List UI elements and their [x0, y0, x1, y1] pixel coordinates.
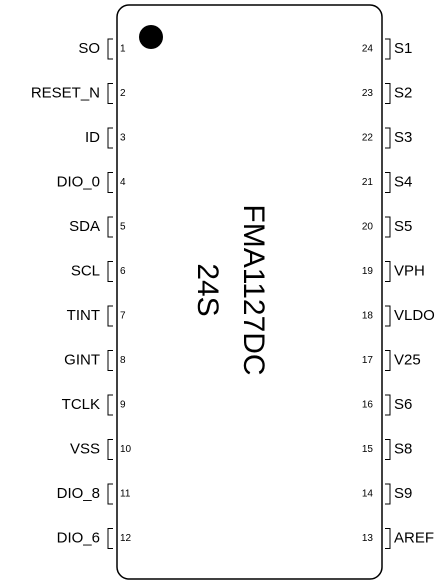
pin-number: 19	[362, 266, 374, 277]
pin-number: 15	[362, 444, 374, 455]
pin-label: S5	[394, 218, 412, 235]
pin-label: S1	[394, 40, 412, 57]
pin-bracket	[385, 38, 391, 60]
pin-label: S6	[394, 396, 412, 413]
pin-bracket	[385, 305, 391, 327]
pin-bracket	[107, 483, 113, 505]
pin-bracket	[107, 127, 113, 149]
pin-bracket	[385, 483, 391, 505]
pin-bracket	[385, 528, 391, 549]
pin-bracket	[385, 261, 391, 282]
pin-number: 9	[120, 400, 126, 411]
pin-bracket	[107, 305, 113, 327]
pin-label: ID	[85, 129, 100, 146]
pin-label: VPH	[394, 262, 425, 279]
pin-label: RESET_N	[31, 84, 100, 101]
pin-number: 1	[120, 44, 126, 55]
pin-bracket	[385, 439, 391, 460]
pin-number: 6	[120, 266, 126, 277]
pin-number: 16	[362, 400, 374, 411]
pin-label: S4	[394, 173, 412, 190]
pin-label: AREF	[394, 529, 434, 546]
chip-body	[116, 4, 383, 580]
pin-label: SO	[78, 40, 100, 57]
pin-label: TINT	[67, 307, 100, 324]
pin-bracket	[107, 350, 113, 371]
pin-bracket	[385, 172, 391, 193]
chip-package: 24S	[191, 263, 224, 316]
pin-bracket	[107, 394, 113, 416]
pin-bracket	[107, 528, 113, 549]
pin-number: 22	[362, 133, 374, 144]
pin-bracket	[107, 172, 113, 193]
pin1-dot	[139, 25, 163, 49]
pin-label: DIO_6	[57, 529, 100, 546]
pin-number: 7	[120, 311, 126, 322]
pin-number: 3	[120, 133, 126, 144]
pin-number: 12	[120, 533, 132, 544]
pin-number: 4	[120, 177, 126, 188]
pin-number: 20	[362, 222, 374, 233]
pin-label: DIO_8	[57, 485, 100, 502]
pin-bracket	[385, 350, 391, 371]
pin-number: 17	[362, 355, 374, 366]
pin-label: SCL	[71, 262, 100, 279]
pin-bracket	[107, 439, 113, 460]
pin-bracket	[107, 83, 113, 104]
pin-number: 13	[362, 533, 374, 544]
pin-number: 23	[362, 88, 374, 99]
pin-label: VSS	[70, 440, 100, 457]
pin-label: S9	[394, 485, 412, 502]
pin-number: 8	[120, 355, 126, 366]
pin-number: 5	[120, 222, 126, 233]
pin-bracket	[385, 83, 391, 104]
pin-number: 11	[120, 489, 131, 500]
pin-number: 18	[362, 311, 374, 322]
pin-label: SDA	[69, 218, 100, 235]
pin-number: 2	[120, 88, 126, 99]
pin-label: VLDO	[394, 307, 435, 324]
pin-bracket	[385, 127, 391, 149]
pin-bracket	[385, 394, 391, 416]
pin-label: S3	[394, 129, 412, 146]
pin-bracket	[107, 216, 113, 238]
pin-label: TCLK	[62, 396, 100, 413]
pin-label: GINT	[64, 351, 100, 368]
pin-label: DIO_0	[57, 173, 100, 190]
pin-number: 10	[120, 444, 132, 455]
pin-label: S8	[394, 440, 412, 457]
pin-label: S2	[394, 84, 412, 101]
pin-label: V25	[394, 351, 421, 368]
pin-bracket	[385, 216, 391, 238]
pin-bracket	[107, 38, 113, 60]
pin-number: 14	[362, 489, 374, 500]
pin-bracket	[107, 261, 113, 282]
pin-number: 21	[362, 177, 374, 188]
pin-number: 24	[362, 44, 374, 55]
chip-name: FMA1127DC	[237, 204, 270, 375]
